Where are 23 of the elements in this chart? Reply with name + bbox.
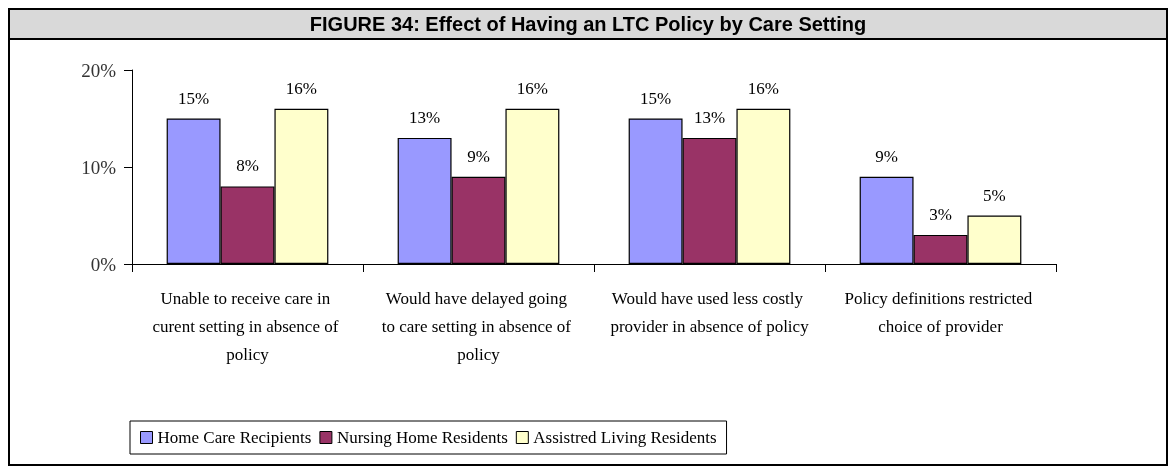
data-label: 16% xyxy=(516,78,548,98)
legend-label: Assistred Living Residents xyxy=(533,428,717,447)
data-label: 9% xyxy=(875,146,898,166)
data-label: 5% xyxy=(983,185,1006,205)
data-label: 13% xyxy=(693,107,726,127)
y-tick-label: 20% xyxy=(81,59,117,81)
x-tick-label: Policy definitions restricted choice of provider xyxy=(844,288,1037,336)
y-tick-label: 0% xyxy=(90,253,117,275)
x-tick-label: Unable to receive care in curent setting in absence of policy xyxy=(152,288,343,364)
data-label: 8% xyxy=(236,156,259,176)
legend-label: Nursing Home Residents xyxy=(336,428,508,447)
data-label: 13% xyxy=(409,107,441,127)
y-tick-label: 10% xyxy=(81,156,117,178)
x-tick-label: Would have delayed going to care setting in absence of policy xyxy=(381,288,576,364)
data-label: 16% xyxy=(747,78,779,98)
data-label: 9% xyxy=(467,146,490,166)
data-label: 16% xyxy=(285,78,317,98)
x-tick-label: Would have used less costly provider in absence of policy xyxy=(610,288,810,336)
chart-title: FIGURE 34: Effect of Having an LTC Policy by Care Setting xyxy=(10,10,1166,40)
data-label: 15% xyxy=(178,88,210,108)
data-label: 3% xyxy=(929,204,952,224)
legend-label: Home Care Recipients xyxy=(157,428,312,447)
data-label: 15% xyxy=(640,88,672,108)
